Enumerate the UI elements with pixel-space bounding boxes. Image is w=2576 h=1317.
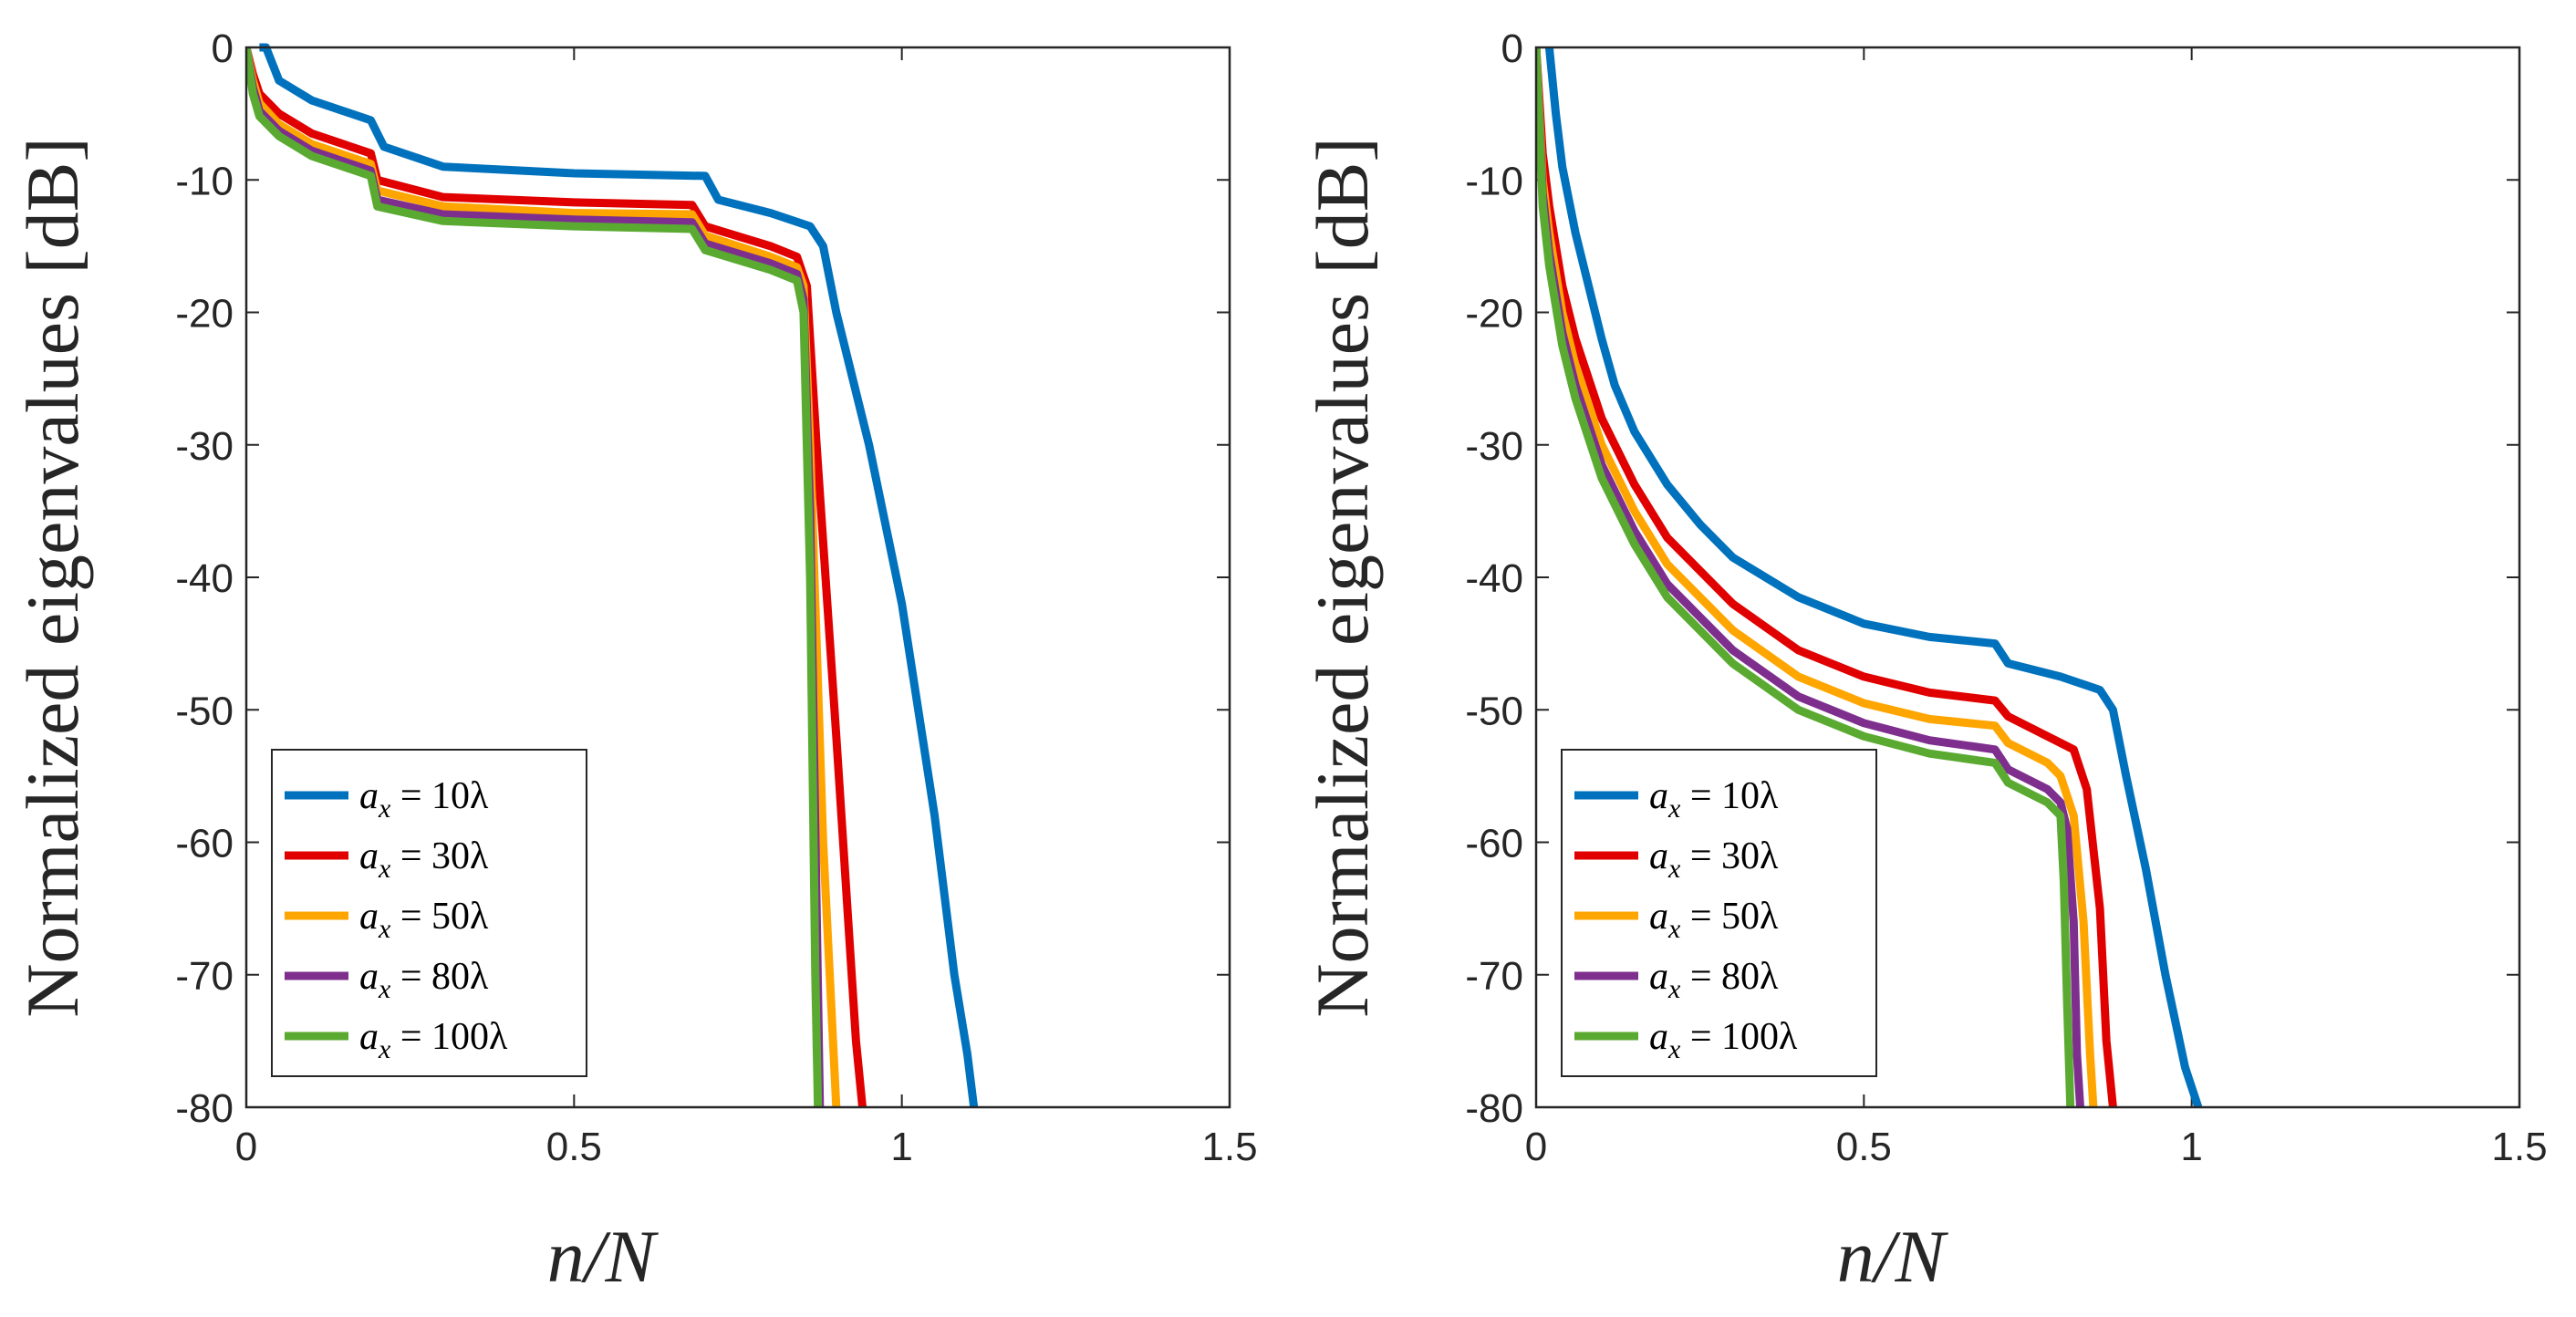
series-line-1 <box>246 46 867 1108</box>
y-tick-label: -10 <box>175 159 234 203</box>
legend-label: ax = 100λ <box>359 1016 508 1064</box>
legend-label: ax = 10λ <box>359 775 489 824</box>
x-tick-label: 0 <box>235 1125 257 1169</box>
legend: ax = 10λ ax = 30λ ax = 50λ ax = 80λ ax = 100… <box>271 749 587 1077</box>
y-tick-label: -10 <box>1465 159 1523 203</box>
x-axis-label: n/N <box>1837 1215 1949 1298</box>
series-line-0 <box>1544 47 2203 1109</box>
series-line-0 <box>259 43 979 1108</box>
y-tick-label: 0 <box>212 26 234 71</box>
y-tick-label: -60 <box>1465 822 1523 866</box>
y-tick-label: -70 <box>1465 954 1523 999</box>
x-tick-label: 1 <box>890 1125 912 1169</box>
x-tick-label: 1 <box>2180 1125 2202 1169</box>
y-tick-label: -40 <box>1465 556 1523 601</box>
right-chart: 0 0.5 1 1.5 0 -10 -20 -30 -40 -50 -60 -70 -80 n/N Norm… <box>1301 26 2548 1298</box>
x-tick-label: 0.5 <box>1836 1125 1892 1169</box>
y-tick-label: -80 <box>175 1086 234 1131</box>
legend-label: ax = 80λ <box>359 956 489 1004</box>
legend-label: ax = 50λ <box>1649 896 1779 944</box>
y-tick-label: -30 <box>1465 424 1523 469</box>
legend-label: ax = 30λ <box>1649 835 1779 884</box>
series-group <box>246 43 979 1108</box>
x-tick-label: 0 <box>1525 1125 1547 1169</box>
legend-label: ax = 10λ <box>1649 775 1779 824</box>
legend: ax = 10λ ax = 30λ ax = 50λ ax = 80λ ax = 100… <box>1561 749 1877 1077</box>
y-tick-label: 0 <box>1501 26 1523 71</box>
legend-label: ax = 100λ <box>1649 1016 1798 1064</box>
y-tick-label: -30 <box>175 424 234 469</box>
legend-label: ax = 80λ <box>1649 956 1779 1004</box>
legend-box <box>271 749 587 1077</box>
left-chart: 0 0.5 1 1.5 0 -10 -20 -30 -40 -50 -60 -70 -80 n/N Norm… <box>11 26 1258 1298</box>
y-tick-label: -60 <box>175 822 234 866</box>
series-line-2 <box>1536 47 2098 1108</box>
y-tick-label: -40 <box>175 556 234 601</box>
x-tick-label: 0.5 <box>546 1125 602 1169</box>
x-axis-label: n/N <box>547 1215 660 1298</box>
y-axis-label: Normalized eigenvalues [dB] <box>11 137 94 1017</box>
series-line-1 <box>1536 47 2117 1108</box>
y-tick-label: -20 <box>175 292 234 337</box>
y-tick-label: -70 <box>175 954 234 999</box>
y-tick-label: -50 <box>175 689 234 733</box>
axes-box <box>244 46 1231 1109</box>
legend-label: ax = 30λ <box>359 835 489 884</box>
axes-box <box>1534 46 2521 1109</box>
x-tick-label: 1.5 <box>2491 1125 2547 1169</box>
legend-label: ax = 50λ <box>359 896 489 944</box>
series-group <box>1536 47 2203 1109</box>
series-line-4 <box>1536 47 2075 1108</box>
series-line-4 <box>246 47 823 1108</box>
y-tick-label: -80 <box>1465 1086 1523 1131</box>
x-tick-label: 1.5 <box>1201 1125 1257 1169</box>
y-axis-label: Normalized eigenvalues [dB] <box>1301 137 1384 1017</box>
y-tick-label: -50 <box>1465 689 1523 733</box>
y-tick-label: -20 <box>1465 292 1523 337</box>
